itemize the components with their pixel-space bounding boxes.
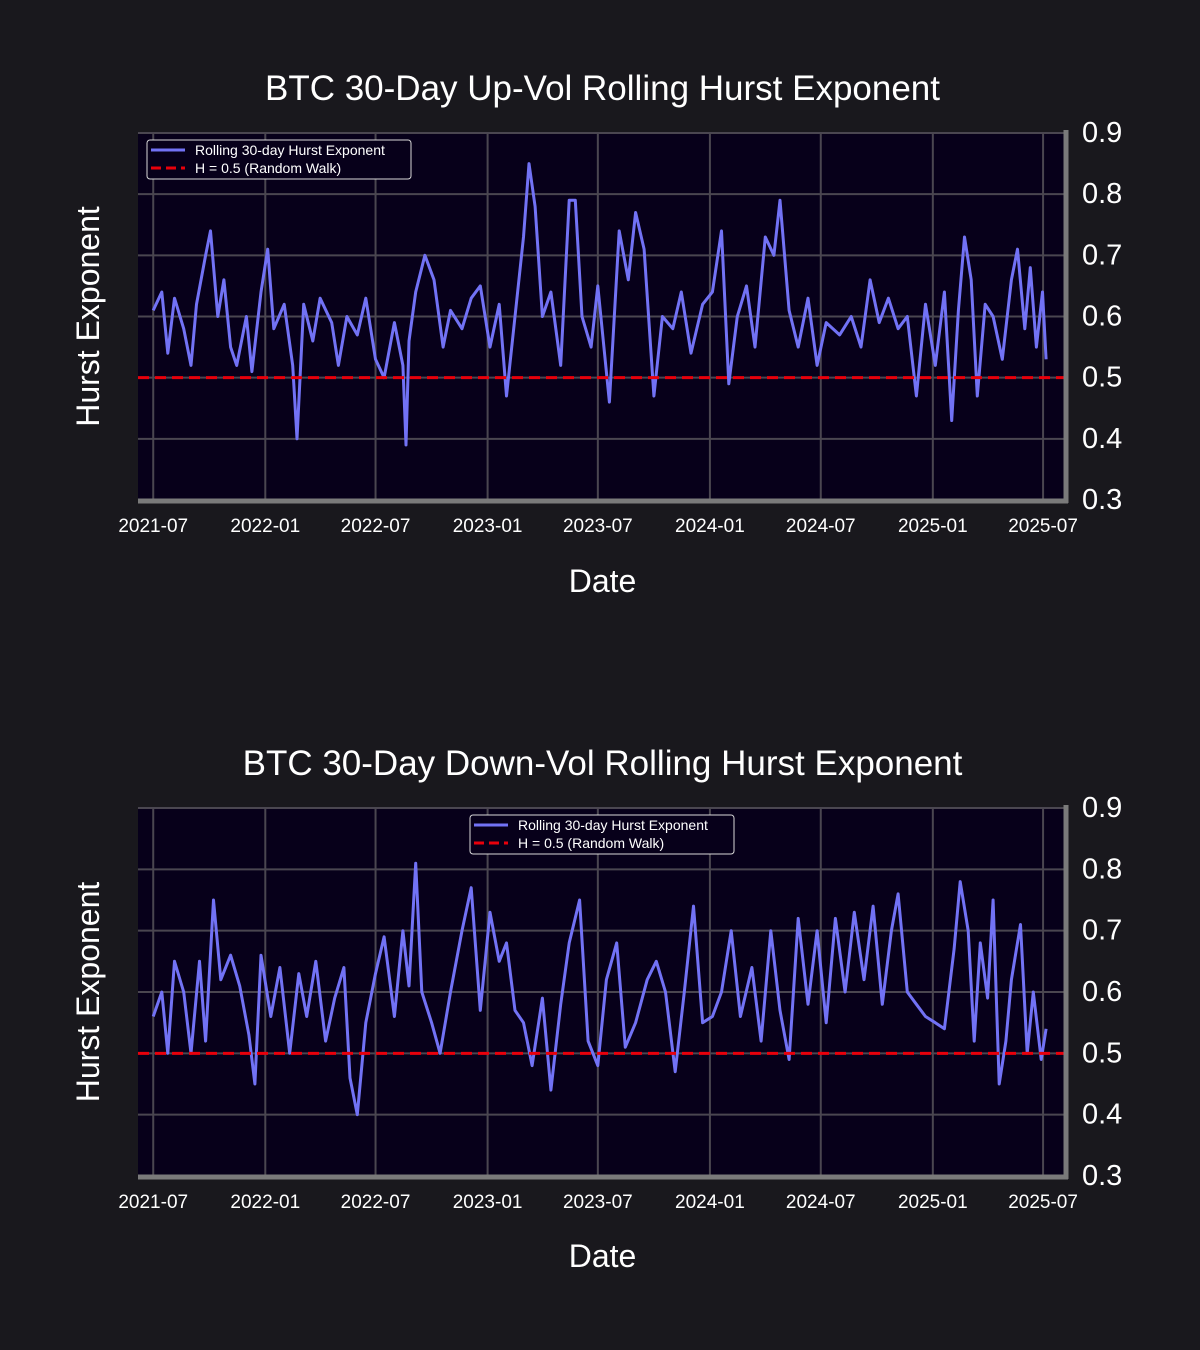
y-tick-label: 0.5 xyxy=(1082,1037,1122,1069)
y-tick-label: 0.8 xyxy=(1082,853,1122,885)
x-tick-label: 2023-07 xyxy=(563,516,633,537)
y-tick-label: 0.9 xyxy=(1082,792,1122,824)
y-tick-label: 0.6 xyxy=(1082,976,1122,1008)
chart-title: BTC 30-Day Up-Vol Rolling Hurst Exponent xyxy=(265,69,940,108)
y-axis-label: Hurst Exponent xyxy=(70,882,106,1103)
legend-label: H = 0.5 (Random Walk) xyxy=(195,160,341,176)
y-tick-label: 0.6 xyxy=(1082,301,1122,333)
x-tick-label: 2021-07 xyxy=(118,516,188,537)
x-axis-label: Date xyxy=(569,1238,637,1274)
x-axis-label: Date xyxy=(569,563,637,599)
x-tick-label: 2021-07 xyxy=(118,1192,188,1213)
x-tick-label: 2023-01 xyxy=(453,1192,523,1213)
x-tick-label: 2023-01 xyxy=(453,516,523,537)
x-tick-label: 2025-01 xyxy=(898,516,968,537)
legend-box xyxy=(469,814,735,855)
y-tick-label: 0.4 xyxy=(1082,1099,1122,1131)
legend-label: Rolling 30-day Hurst Exponent xyxy=(518,817,708,833)
legend-label: Rolling 30-day Hurst Exponent xyxy=(195,142,385,158)
x-tick-label: 2024-07 xyxy=(786,1192,856,1213)
chart-title: BTC 30-Day Down-Vol Rolling Hurst Expone… xyxy=(243,744,963,783)
y-tick-label: 0.4 xyxy=(1082,423,1122,455)
y-tick-label: 0.5 xyxy=(1082,362,1122,394)
x-tick-label: 2024-01 xyxy=(675,516,745,537)
x-tick-label: 2024-01 xyxy=(675,1192,745,1213)
x-tick-label: 2025-07 xyxy=(1008,1192,1078,1213)
legend: Rolling 30-day Hurst Exponent H = 0.5 (Ra… xyxy=(146,139,412,180)
x-tick-label: 2022-01 xyxy=(230,516,300,537)
y-tick-label: 0.3 xyxy=(1082,1160,1122,1192)
y-tick-label: 0.9 xyxy=(1082,117,1122,149)
chart-up-vol: 0.3 0.4 0.5 0.6 0.7 0.8 0.9 2021-07 2022-01 2022-… xyxy=(70,69,1122,599)
x-tick-label: 2025-07 xyxy=(1008,516,1078,537)
x-tick-label: 2022-07 xyxy=(341,516,411,537)
x-tick-label: 2023-07 xyxy=(563,1192,633,1213)
x-tick-label: 2022-07 xyxy=(341,1192,411,1213)
x-tick-label: 2025-01 xyxy=(898,1192,968,1213)
chart-down-vol: 0.3 0.4 0.5 0.6 0.7 0.8 0.9 2021-07 2022-01 2022-… xyxy=(70,744,1122,1274)
y-tick-label: 0.8 xyxy=(1082,178,1122,210)
hurst-series-line xyxy=(151,162,1048,447)
x-tick-label: 2022-01 xyxy=(230,1192,300,1213)
legend-box xyxy=(146,139,412,180)
legend-label: H = 0.5 (Random Walk) xyxy=(518,835,664,851)
y-axis-label: Hurst Exponent xyxy=(70,206,106,427)
y-tick-label: 0.3 xyxy=(1082,484,1122,516)
y-tick-label: 0.7 xyxy=(1082,239,1122,271)
legend: Rolling 30-day Hurst Exponent H = 0.5 (Ra… xyxy=(469,814,735,855)
y-tick-label: 0.7 xyxy=(1082,915,1122,947)
x-tick-label: 2024-07 xyxy=(786,516,856,537)
hurst-series-line xyxy=(151,861,1048,1117)
